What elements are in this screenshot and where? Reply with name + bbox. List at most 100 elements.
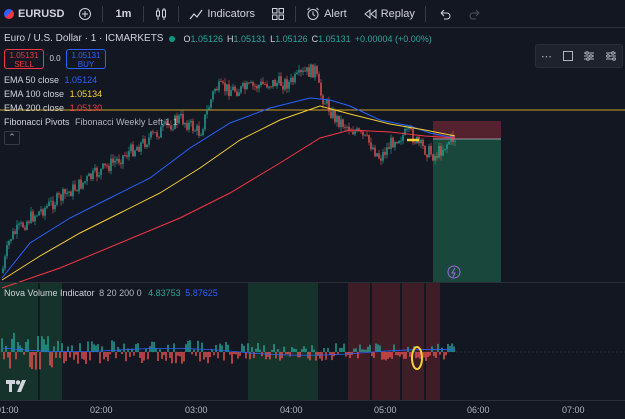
toolbar-divider (424, 5, 426, 22)
indicator-name: EMA 100 close (4, 89, 65, 99)
chevron-up-icon[interactable]: ⌃ (4, 131, 20, 145)
volume-bar (219, 343, 221, 352)
price-chart[interactable] (0, 28, 625, 400)
candle-body (272, 79, 274, 87)
fullscreen-icon[interactable] (562, 50, 574, 62)
chart-tools-panel: ⋯ (535, 44, 623, 68)
indicator-value: 1.05134 (69, 89, 103, 99)
candle-body (294, 73, 296, 83)
volume-bar (347, 352, 349, 355)
candle-body (86, 176, 88, 182)
volume-bar (175, 352, 177, 364)
volume-bar (157, 352, 159, 361)
redo-button[interactable] (462, 0, 488, 28)
nova-volume-legend[interactable]: Nova Volume Indicator 8 20 200 0 4.83753… (4, 288, 218, 298)
candle-body (152, 131, 154, 133)
candle-body (156, 132, 158, 137)
candle-body (178, 115, 180, 124)
candle-body (14, 231, 16, 234)
candle-body (32, 211, 34, 222)
volume-bar (95, 345, 97, 352)
volume-bar (453, 346, 455, 352)
volume-bar (77, 352, 79, 364)
volume-bar (9, 352, 11, 369)
position-stop-zone (433, 121, 501, 139)
volume-bar (185, 344, 187, 352)
candle-body (282, 85, 284, 90)
candle-body (318, 73, 320, 83)
candle-body (450, 134, 452, 143)
tradingview-logo[interactable] (6, 380, 28, 395)
candle-body (404, 129, 406, 135)
volume-bar (309, 352, 311, 361)
volume-bar (5, 345, 7, 352)
volume-bar (199, 352, 201, 362)
volume-zone (248, 282, 318, 400)
volume-bar (395, 352, 397, 356)
sell-button[interactable]: 1.05131 SELL (4, 49, 44, 69)
candle-body (182, 113, 184, 125)
candle-body (368, 135, 370, 143)
volume-bar (121, 352, 123, 355)
layouts-button[interactable] (263, 0, 293, 28)
candle-body (186, 122, 188, 130)
indicator-ema100[interactable]: EMA 100 close 1.05134 (4, 87, 436, 101)
volume-bar (213, 352, 215, 356)
candle-body (392, 137, 394, 148)
indicator-fib-pivots[interactable]: Fibonacci Pivots Fibonacci Weekly Left 1… (4, 115, 436, 129)
candle-body (228, 84, 230, 97)
candle-body (326, 99, 328, 104)
candle-body (440, 146, 442, 156)
candle-body (288, 81, 290, 89)
undo-button[interactable] (428, 0, 462, 28)
volume-bar (253, 352, 255, 358)
rewind-icon (363, 8, 377, 19)
candle-body (242, 83, 244, 87)
object-tree-icon[interactable] (605, 50, 617, 62)
symbol-search-button[interactable]: EURUSD (0, 0, 70, 28)
candle-body (302, 70, 304, 73)
instrument-title[interactable]: Euro / U.S. Dollar · 1 · ICMARKETS (4, 33, 164, 44)
candle-body (346, 126, 348, 128)
ellipsis-icon[interactable]: ⋯ (540, 50, 552, 63)
position-target-zone (433, 139, 501, 282)
interval-button[interactable]: 1m (105, 0, 141, 28)
candle-body (266, 84, 268, 88)
candle-body (280, 76, 282, 86)
currency-flag-icon (4, 8, 14, 19)
chart-type-button[interactable] (146, 0, 176, 28)
pane-divider[interactable] (0, 282, 625, 283)
candle-body (136, 147, 138, 151)
indicators-button[interactable]: Indicators (181, 0, 263, 28)
candle-body (36, 215, 38, 217)
volume-bar (269, 352, 271, 360)
indicator-params: Fibonacci Weekly Left 1 1 (75, 117, 178, 127)
candle-body (142, 138, 144, 143)
alert-button[interactable]: Alert (298, 0, 355, 28)
candle-body (116, 158, 118, 161)
replay-button[interactable]: Replay (355, 0, 423, 28)
compare-symbol-button[interactable] (70, 0, 100, 28)
settings-sliders-icon[interactable] (583, 50, 595, 62)
candle-body (62, 189, 64, 201)
indicator-ema50[interactable]: EMA 50 close 1.05124 (4, 73, 436, 87)
volume-signal-line (1, 347, 456, 356)
volume-bar (37, 335, 39, 352)
candle-body (248, 82, 250, 84)
candle-body (60, 194, 62, 201)
buy-button[interactable]: 1.05131 BUY (66, 49, 106, 69)
candle-body (192, 120, 194, 132)
time-axis[interactable]: 01:00 02:00 03:00 04:00 05:00 06:00 07:0… (0, 400, 625, 419)
volume-bar (91, 341, 93, 352)
volume-bar (289, 352, 291, 357)
candle-body (200, 135, 202, 136)
volume-bar (417, 352, 419, 358)
candle-body (396, 142, 398, 144)
indicator-ema200[interactable]: EMA 200 close 1.05130 (4, 101, 436, 115)
volume-bar (47, 336, 49, 352)
candle-body (172, 128, 174, 130)
volume-bar (143, 352, 145, 361)
volume-bar (65, 352, 67, 362)
volume-bar (23, 352, 25, 355)
volume-bar (407, 346, 409, 352)
